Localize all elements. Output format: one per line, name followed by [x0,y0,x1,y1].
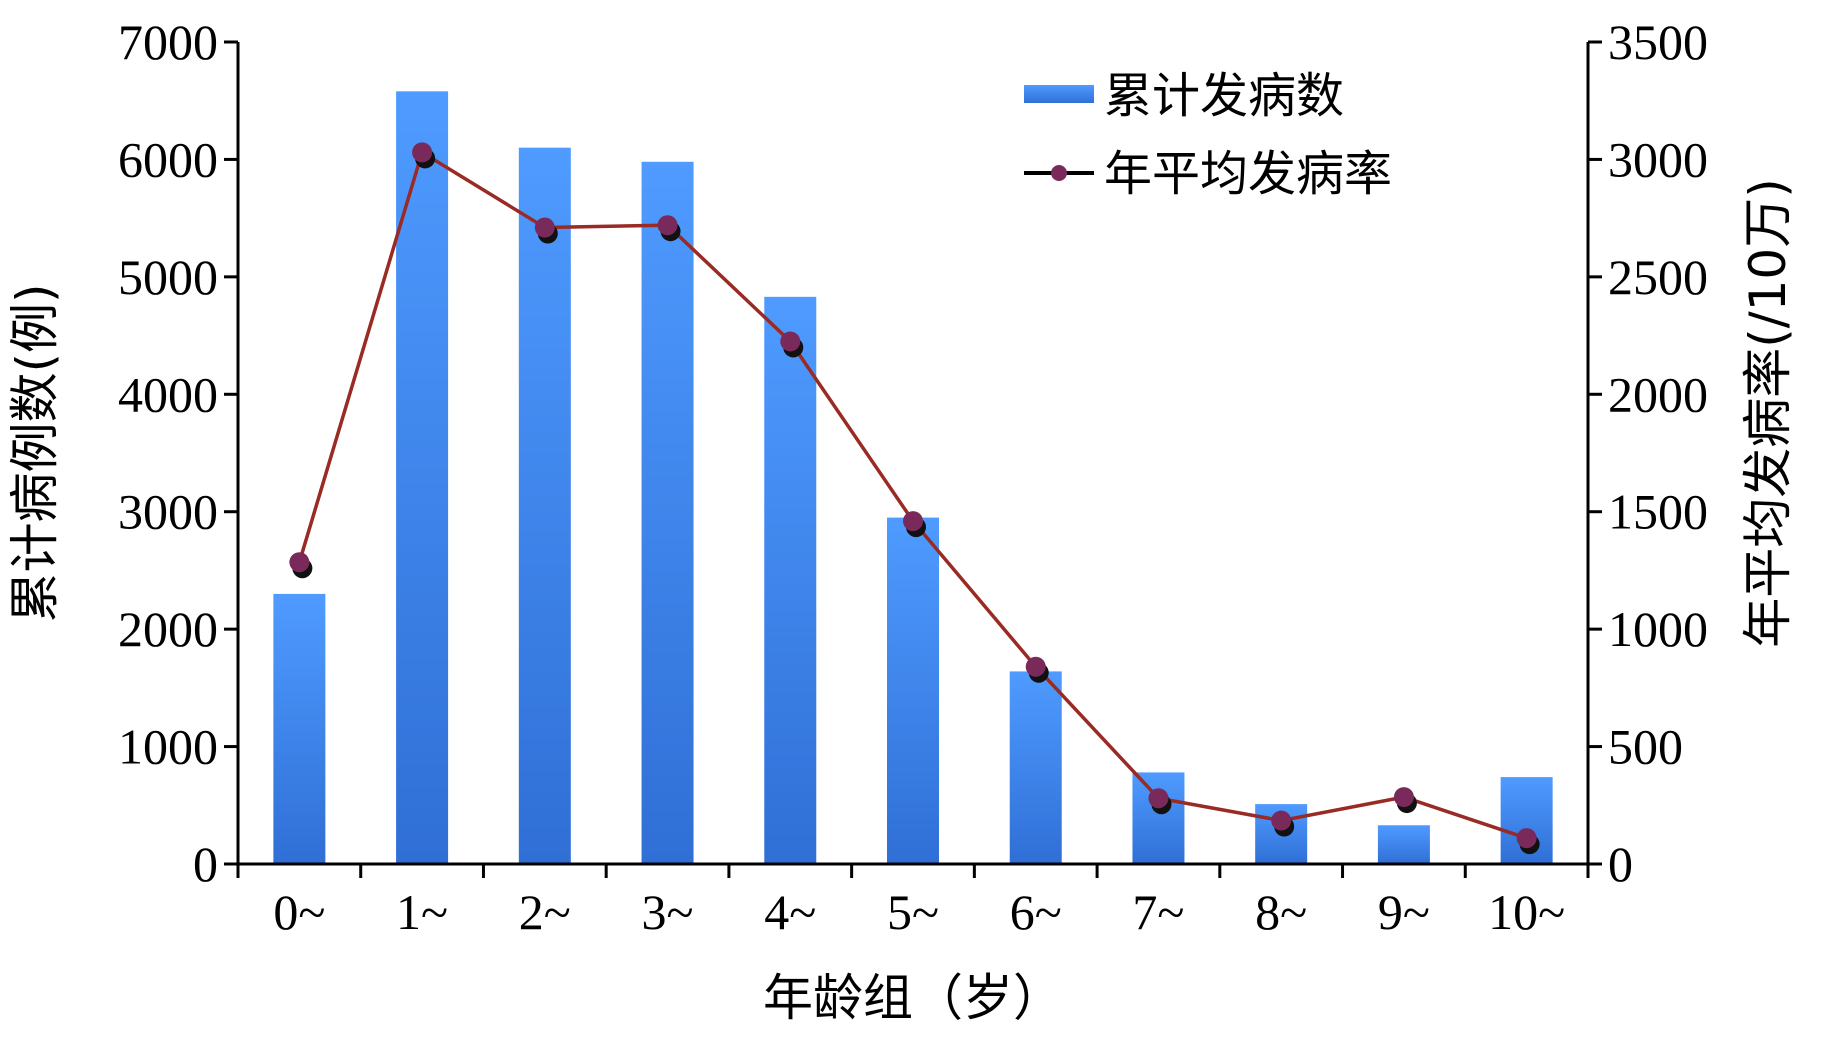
bar [1009,671,1062,864]
y-right-tick-label: 3500 [1608,14,1708,70]
bars-layer [273,91,1553,864]
y-axis-right-title: 年平均发病率(/10万) [1739,178,1797,647]
rate-point [289,552,310,573]
legend-label-line: 年平均发病率 [1104,146,1392,202]
x-tick-label: 10~ [1488,884,1565,940]
bar [887,517,939,864]
x-tick-label: 8~ [1255,884,1307,940]
y-right-tick-label: 2500 [1608,249,1708,305]
y-left-tick-label: 1000 [118,719,218,775]
legend-swatch-marker [1051,165,1067,181]
x-tick-label: 3~ [642,884,694,940]
bar [641,161,694,864]
rate-point [1393,787,1414,808]
y-left-tick-label: 3000 [118,484,218,540]
legend: 累计发病数 年平均发病率 [1024,68,1392,202]
x-tick-label: 6~ [1010,884,1062,940]
y-left-tick-label: 7000 [118,14,218,70]
x-tick-label: 5~ [887,884,939,940]
x-axis-title: 年龄组（岁） [763,969,1063,1027]
y-left-tick-label: 6000 [118,131,218,187]
line-layer [289,142,1540,855]
x-tick-label: 9~ [1378,884,1430,940]
x-tick-label: 0~ [273,884,325,940]
y-left-tick-label: 0 [193,836,218,892]
x-tick-label: 4~ [764,884,816,940]
rate-point [1148,788,1169,809]
rate-point [534,217,555,238]
y-right-tick-label: 1500 [1608,484,1708,540]
legend-label-bar: 累计发病数 [1104,68,1344,124]
y-right-tick-label: 500 [1608,719,1683,775]
rate-point [780,331,801,352]
bar [1132,772,1185,864]
y-left-tick-label: 4000 [118,366,218,422]
rate-point [1516,828,1537,849]
y-left-tick-label: 5000 [118,249,218,305]
y-right-tick-label: 3000 [1608,131,1708,187]
x-tick-label: 2~ [519,884,571,940]
axes-layer [236,42,1590,866]
legend-swatch-bar [1024,85,1094,103]
bar [764,296,817,864]
bar [1377,825,1430,864]
bar [518,147,571,864]
y-right-tick-label: 2000 [1608,366,1708,422]
rate-point [1271,810,1292,831]
x-tick-label: 1~ [396,884,448,940]
bar [396,91,449,864]
x-tick-label: 7~ [1132,884,1184,940]
rate-point [657,215,678,236]
rate-point [1025,656,1046,677]
y-right-tick-label: 0 [1608,836,1633,892]
y-left-tick-label: 2000 [118,601,218,657]
ticks-layer: 0 1000 2000 3000 4000 5000 6000 7000 0 500 1000 150… [118,14,1708,940]
rate-point [412,142,433,163]
y-axis-left-title: 累计病例数(例) [6,283,64,622]
y-right-tick-label: 1000 [1608,601,1708,657]
rate-point [903,511,923,532]
bar [273,593,326,864]
